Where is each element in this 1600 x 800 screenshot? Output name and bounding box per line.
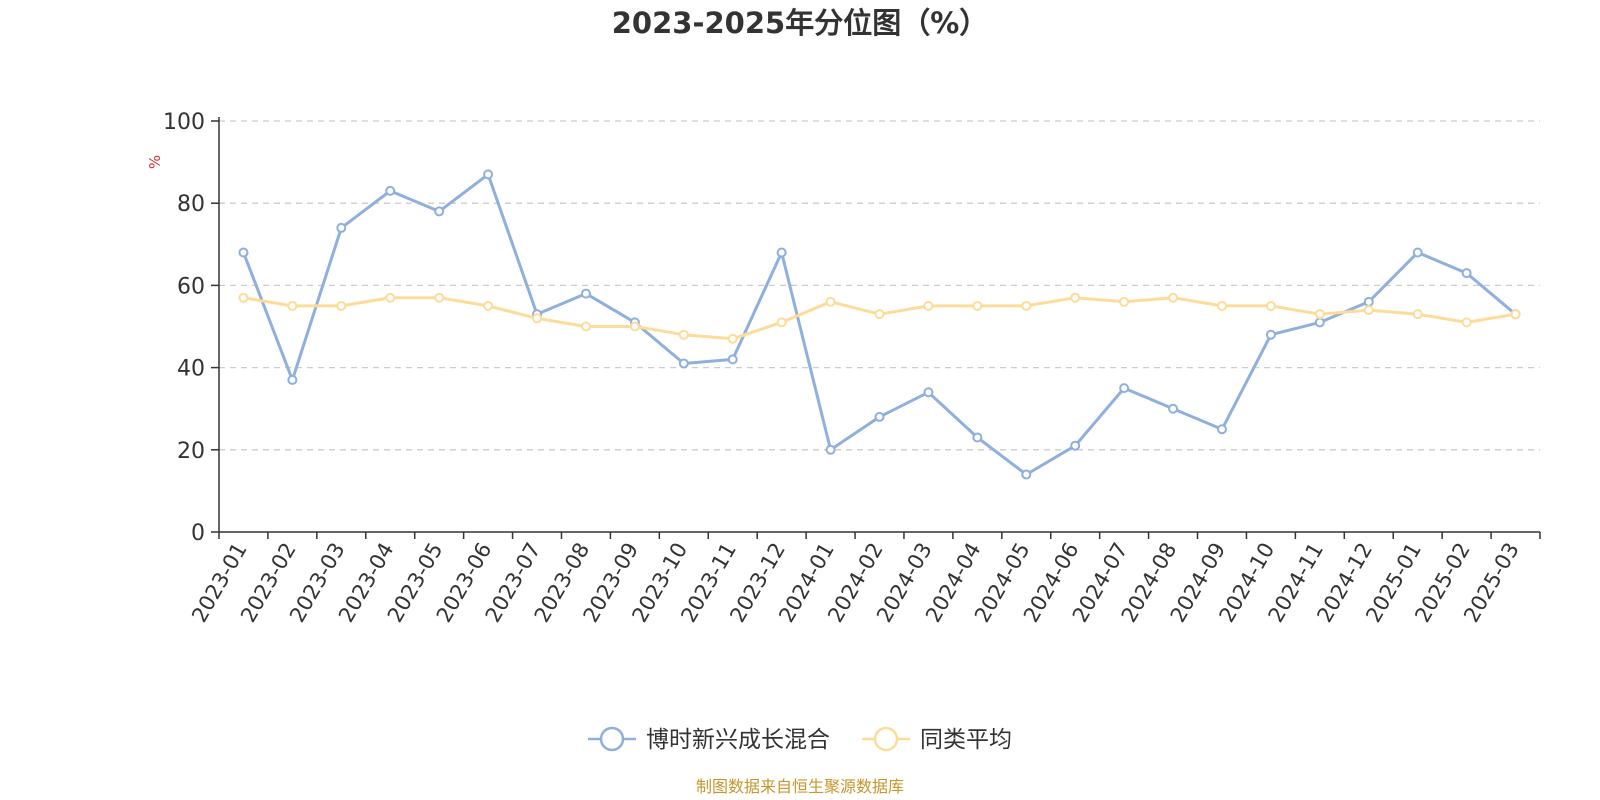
series-1-point (434, 206, 445, 217)
y-tick-label: 80 (177, 192, 205, 217)
legend-series-2-label: 同类平均 (920, 727, 1012, 753)
series-1-point (678, 358, 689, 369)
legend-series-2-circle-icon (873, 726, 899, 752)
series-2-point (1021, 300, 1032, 311)
series-2-point (825, 296, 836, 307)
series-2-point (972, 300, 983, 311)
series-2-point (483, 300, 494, 311)
series-2-point (434, 292, 445, 303)
series-1-point (972, 432, 983, 443)
data-source-note: 制图数据来自恒生聚源数据库 (696, 777, 904, 796)
series-2-point (1412, 309, 1423, 320)
series-2-point (1216, 300, 1227, 311)
series-2-point (287, 300, 298, 311)
grid-lines (219, 120, 1540, 451)
series-1-point (1412, 247, 1423, 258)
chart-title: 2023-2025年分位图（%） (612, 6, 989, 40)
series-2-point (1070, 292, 1081, 303)
series-1-point (385, 185, 396, 196)
series-2-point (1510, 309, 1521, 320)
series-2-point (532, 313, 543, 324)
legend-series-1-circle-icon (599, 726, 625, 752)
series-1-point (1314, 317, 1325, 328)
series-1-point (238, 247, 249, 258)
series-2-point (1314, 309, 1325, 320)
series-1-point (287, 374, 298, 385)
y-tick-label: 40 (177, 357, 205, 382)
series-1-point (1461, 268, 1472, 279)
series-2 (238, 292, 1521, 344)
series-1-point (1070, 440, 1081, 451)
series-2-point (629, 321, 640, 332)
series-2-point (1168, 292, 1179, 303)
legend-item-series-1[interactable]: 博时新兴成长混合 (588, 726, 830, 753)
y-tick-label: 0 (191, 521, 205, 546)
series-1-point (580, 288, 591, 299)
series-1-point (1119, 383, 1130, 394)
y-tick-label: 60 (177, 274, 205, 299)
series-1-point (336, 222, 347, 233)
series-2-point (336, 300, 347, 311)
series-1-point (483, 169, 494, 180)
series-1-line (242, 172, 1517, 476)
y-tick-label: 100 (163, 110, 205, 135)
series-1-point (1168, 403, 1179, 414)
series-1-point (874, 411, 885, 422)
series-2-point (1119, 296, 1130, 307)
legend-series-1-label: 博时新兴成长混合 (646, 727, 830, 753)
x-axis-ticks: 2023-012023-022023-032023-042023-052023-… (187, 532, 1541, 626)
series-2-point (1461, 317, 1472, 328)
series-2-point (678, 329, 689, 340)
series-1-point (727, 354, 738, 365)
series-2-point (238, 292, 249, 303)
series-2-point (385, 292, 396, 303)
series-2-point (874, 309, 885, 320)
series-1-point (776, 247, 787, 258)
legend-item-series-2[interactable]: 同类平均 (862, 726, 1012, 753)
series-2-point (727, 333, 738, 344)
series-2-point (580, 321, 591, 332)
series-lines (238, 169, 1521, 480)
series-1-point (1216, 424, 1227, 435)
series-1-point (1363, 296, 1374, 307)
series-1-point (1265, 329, 1276, 340)
series-1-point (923, 387, 934, 398)
legend[interactable]: 博时新兴成长混合 同类平均 (588, 726, 1012, 753)
series-1-point (1021, 469, 1032, 480)
series-1-point (825, 444, 836, 455)
axes (218, 117, 1540, 533)
series-1 (238, 169, 1521, 480)
y-axis-unit-label: % (146, 155, 164, 169)
y-axis-ticks: 0 20 40 60 80 100 (163, 110, 219, 546)
series-2-point (776, 317, 787, 328)
series-2-point (1265, 300, 1276, 311)
series-2-point (923, 300, 934, 311)
series-2-point (1363, 305, 1374, 316)
y-tick-label: 20 (177, 439, 205, 464)
